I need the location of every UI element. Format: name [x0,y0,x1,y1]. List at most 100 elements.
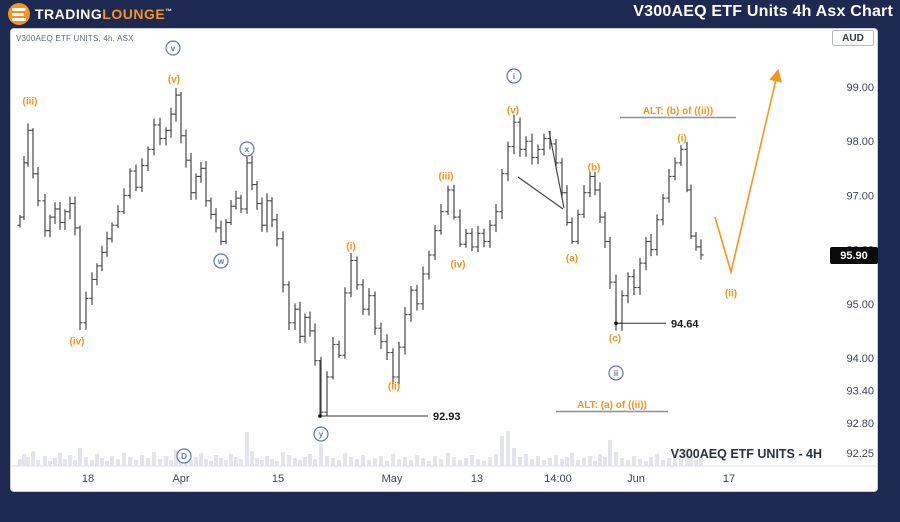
alt-wave-label: ALT: (b) of ((ii)) [643,106,713,117]
currency-axis-label[interactable]: AUD [832,30,874,46]
volume-bar [140,455,144,466]
circle-wave-letter: ii [614,369,618,378]
volume-bar [649,457,653,466]
volume-bar [234,457,238,466]
wave-label: (iv) [451,260,466,271]
volume-bar [598,454,602,466]
volume-bar [446,453,450,466]
volume-bar [542,460,546,466]
price-callout-label: 92.93 [433,411,461,423]
axes[interactable]: 99.0098.0097.0096.0095.0094.0093.4092.80… [11,82,877,485]
y-axis-tick-label: 99.00 [846,82,874,94]
volume-bar [78,448,82,466]
x-axis-tick-label: Apr [172,473,189,485]
volume-bar [146,458,150,466]
logo-text: TRADINGLOUNGE™ [35,6,173,22]
circle-wave-letter: D [181,452,187,461]
volume-bar [337,460,341,466]
volume-bar [53,458,57,466]
volume-bar [26,457,30,466]
volume-bar [560,459,564,466]
volume-bar [409,460,413,466]
volume-bar [18,459,22,466]
volume-bar [281,452,285,466]
last-price-badge: 95.90 [830,247,878,264]
wave-label: (b) [588,163,601,174]
volume-bar [530,459,534,466]
volume-bar [48,461,52,466]
volume-bar [229,454,233,466]
wave-label: (ii) [388,382,400,393]
volume-bar [204,459,208,466]
volume-bar [689,457,693,466]
volume-bar [250,451,254,466]
volume-bar [482,461,486,466]
volume-bar [548,458,552,466]
volume-bar [421,458,425,466]
volume-bar [245,432,249,466]
volume-bar [209,461,213,466]
logo-text-trading: TRADING [35,6,103,22]
volume-bar [58,453,62,466]
trend-line[interactable] [548,130,565,209]
volume-bar [439,459,443,466]
volume-bar [570,453,574,466]
tradinglounge-logo[interactable]: TRADINGLOUNGE™ [8,2,173,26]
x-axis-tick-label: 18 [82,473,94,485]
wave-label: (iii) [23,97,38,108]
wave-label: (ii) [725,289,737,300]
volume-bar [331,458,335,466]
volume-bar [626,460,630,466]
top-bar: TRADINGLOUNGE™ V300AEQ ETF Units 4h Asx … [0,0,900,28]
volume-bar [100,458,104,466]
volume-bar [349,457,353,466]
volume-bar [494,454,498,466]
volume-bar [593,461,597,466]
x-axis-tick-label: 14:00 [544,473,572,485]
volume-bar [43,456,47,466]
volume-bar [22,454,26,466]
volume-bar [174,450,178,466]
y-axis-tick-label: 97.00 [846,190,874,202]
volume-bar [608,440,612,466]
volume-bar [500,436,504,466]
volume-bar [214,455,218,466]
volume-bar [470,455,474,466]
x-axis-tick-label: Jun [627,473,645,485]
volume-bar [699,458,703,466]
projection-arrow[interactable] [714,68,782,276]
volume-bar [694,460,698,466]
wave-annotations[interactable]: ALT: (b) of ((ii)) ALT: (a) of ((ii)) (iii… [23,40,782,464]
trend-line[interactable] [517,176,564,210]
volume-bar [303,457,307,466]
volume-bar [110,456,114,466]
volume-bar [265,456,269,466]
volume-bar [319,444,323,466]
volume-bar [644,461,648,466]
x-axis-tick-label: May [382,473,403,485]
volume-bar [373,458,377,466]
volume-bar [582,458,586,466]
logo-trademark: ™ [165,8,173,16]
volume-bar [287,455,291,466]
y-axis-tick-label: 92.80 [846,418,874,430]
volume-bar [122,453,126,466]
volume-bar [36,460,40,466]
drawing-lines[interactable]: 92.93 94.64 [318,130,699,423]
volume-bar [105,461,109,466]
volume-bar [152,452,156,466]
callout-dot [614,321,618,326]
volume-bar [367,460,371,466]
volume-bar [452,457,456,466]
volume-bar [464,458,468,466]
volume-bar [275,461,279,466]
x-axis-tick-label: 15 [272,473,284,485]
volume-bar [134,460,138,466]
volume-bar [63,459,67,466]
circle-wave-badge [506,68,522,84]
volume-bar [458,460,462,466]
circle-wave-letter: x [245,145,250,154]
volume-bar [313,459,317,466]
wave-label: (v) [168,75,180,86]
